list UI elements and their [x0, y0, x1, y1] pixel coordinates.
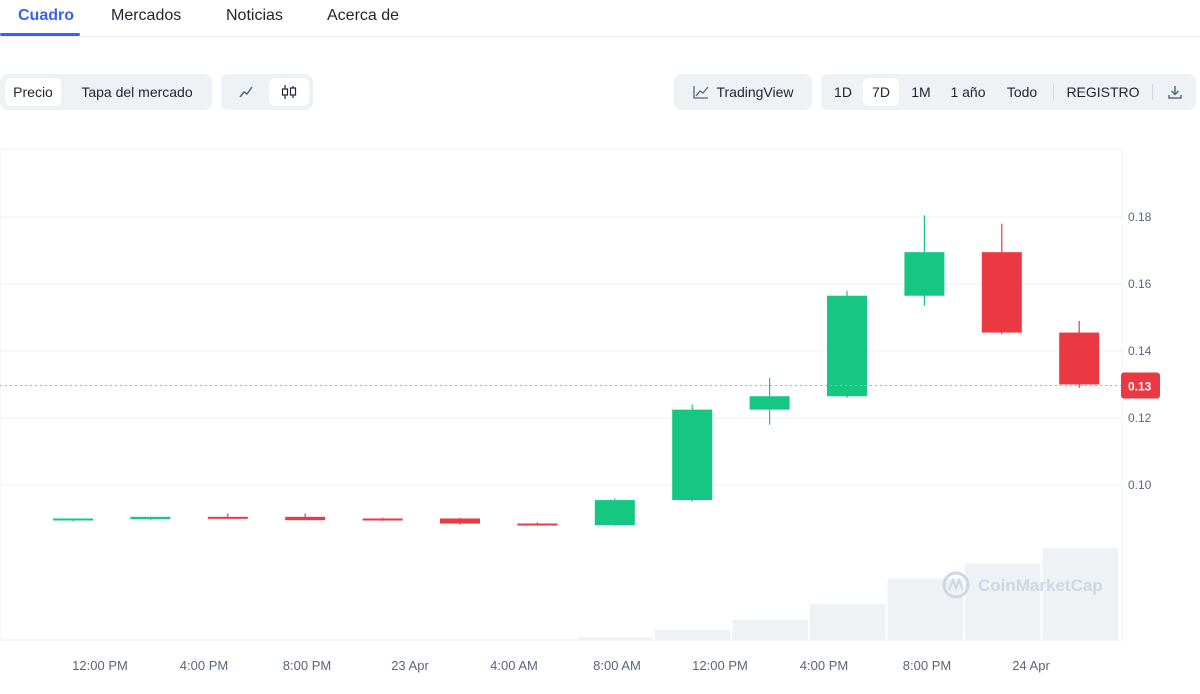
- x-tick-label: 8:00 PM: [283, 658, 331, 673]
- tab-about[interactable]: Acerca de: [327, 7, 400, 24]
- range-1d-button[interactable]: 1D: [834, 84, 852, 100]
- y-tick-label: 0.10: [1128, 478, 1152, 492]
- tab-markets[interactable]: Mercados: [111, 7, 182, 24]
- x-tick-label: 4:00 PM: [180, 658, 228, 673]
- x-tick-label: 8:00 PM: [903, 658, 951, 673]
- tab-news[interactable]: Noticias: [226, 7, 283, 24]
- x-tick-label: 12:00 PM: [692, 658, 748, 673]
- volume-bar: [887, 578, 963, 640]
- range-all-button[interactable]: Todo: [1006, 84, 1038, 100]
- candle-up: [904, 252, 945, 296]
- x-tick-label: 24 Apr: [1012, 658, 1050, 673]
- top-tab-bar: Cuadro Mercados Noticias Acerca de: [0, 0, 1200, 37]
- x-tick-label: 23 Apr: [391, 658, 429, 673]
- x-tick-label: 4:00 AM: [490, 658, 538, 673]
- plot-frame: [0, 148, 1123, 641]
- active-tab-indicator: [0, 33, 80, 36]
- volume-bar: [810, 604, 886, 640]
- candle-up: [749, 396, 790, 410]
- tradingview-label: TradingView: [716, 84, 794, 100]
- candle-down: [362, 518, 403, 521]
- range-1m-button[interactable]: 1M: [911, 84, 931, 100]
- range-separator: [1053, 84, 1054, 100]
- download-separator: [1152, 84, 1153, 100]
- line-chart-icon: [239, 86, 253, 98]
- y-tick-label: 0.18: [1128, 210, 1152, 224]
- candle-down: [440, 518, 480, 524]
- range-1y-button[interactable]: 1 año: [950, 84, 986, 100]
- tradingview-toggle: TradingView: [674, 74, 812, 110]
- candlestick-button[interactable]: [269, 78, 309, 106]
- volume-bar: [577, 637, 653, 640]
- candle-down: [517, 523, 558, 526]
- range-selector: 1D 7D 1M 1 año Todo REGISTRO: [821, 74, 1196, 110]
- y-tick-label: 0.14: [1128, 344, 1152, 358]
- candles: [53, 215, 1100, 526]
- candlestick-icon: [281, 85, 297, 99]
- volume-bars: [577, 548, 1118, 640]
- candle-up: [672, 409, 713, 501]
- candle-up: [827, 295, 867, 397]
- x-tick-label: 8:00 AM: [593, 658, 641, 673]
- price-button[interactable]: Precio: [5, 78, 61, 106]
- chart-grid: [0, 148, 1123, 641]
- candle-down: [981, 252, 1022, 333]
- watermark-text: CoinMarketCap: [978, 576, 1103, 595]
- tradingview-chart-icon: [693, 86, 709, 99]
- candle-up: [130, 516, 171, 520]
- candle-down: [207, 516, 248, 519]
- price-chart[interactable]: CoinMarketCap 0.10 0.12 0.14 0.16 0.18 12:00…: [0, 148, 1200, 694]
- metric-toggle: Precio Tapa del mercado: [0, 74, 212, 110]
- watermark-logo-icon: [942, 571, 970, 599]
- market-cap-button[interactable]: Tapa del mercado: [81, 84, 193, 100]
- current-price-label: 0.13: [1128, 380, 1152, 394]
- volume-bar: [965, 563, 1041, 640]
- y-tick-label: 0.16: [1128, 277, 1152, 291]
- x-axis: 12:00 PM 4:00 PM 8:00 PM 23 Apr 4:00 AM 8:00 …: [72, 658, 1050, 673]
- line-chart-button[interactable]: [227, 78, 265, 106]
- range-7d-button[interactable]: 7D: [863, 78, 899, 106]
- tab-chart[interactable]: Cuadro: [18, 7, 74, 24]
- volume-bar: [655, 629, 731, 640]
- candle-down: [285, 516, 326, 521]
- volume-bar: [1042, 548, 1118, 640]
- x-tick-label: 4:00 PM: [800, 658, 848, 673]
- candle-up: [594, 500, 635, 526]
- tradingview-button[interactable]: TradingView: [678, 78, 808, 106]
- volume-bar: [732, 619, 808, 640]
- chart-style-toggle: [221, 74, 313, 110]
- candle-up: [53, 518, 93, 521]
- download-icon: [1168, 86, 1182, 99]
- current-price-badge: [1121, 372, 1160, 399]
- download-button[interactable]: [1159, 78, 1191, 106]
- log-scale-button[interactable]: REGISTRO: [1066, 84, 1140, 100]
- x-tick-label: 12:00 PM: [72, 658, 128, 673]
- y-axis: 0.10 0.12 0.14 0.16 0.18: [1128, 210, 1152, 492]
- y-tick-label: 0.12: [1128, 411, 1152, 425]
- candle-down: [1059, 332, 1100, 385]
